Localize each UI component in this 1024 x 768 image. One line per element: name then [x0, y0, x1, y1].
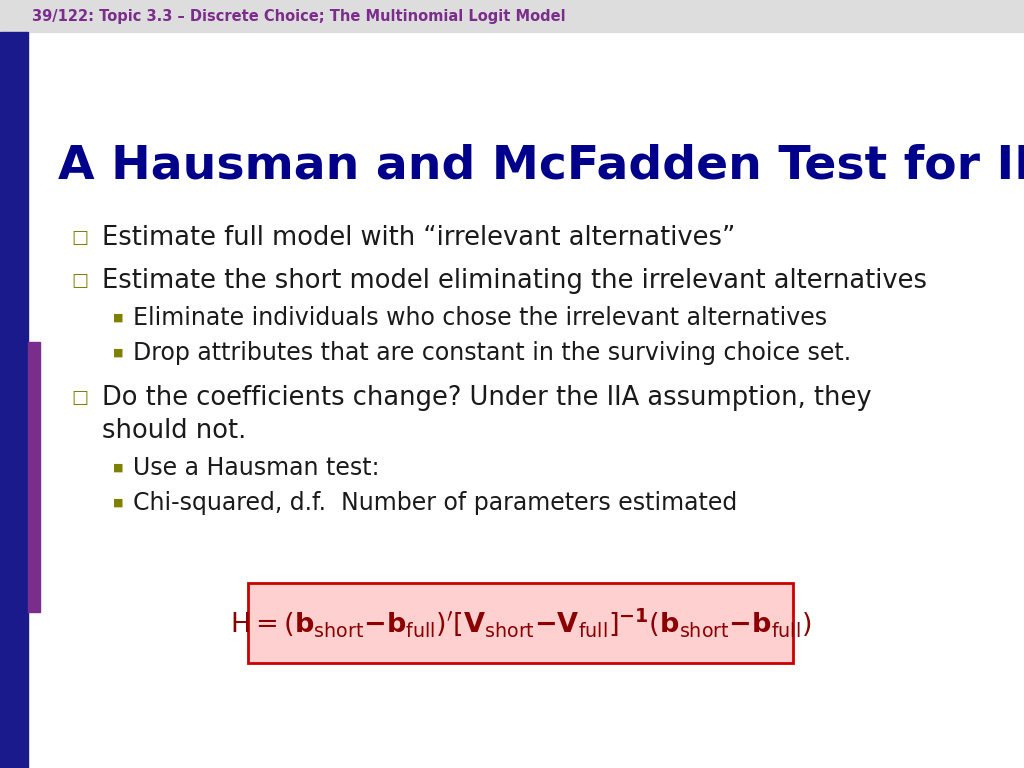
FancyBboxPatch shape: [248, 583, 793, 663]
Text: ■: ■: [113, 313, 123, 323]
Text: ■: ■: [113, 463, 123, 473]
Text: Estimate full model with “irrelevant alternatives”: Estimate full model with “irrelevant alt…: [102, 225, 735, 251]
Text: □: □: [72, 229, 88, 247]
Text: □: □: [72, 389, 88, 407]
Text: $\mathsf{H} = (\mathbf{b}_{\mathsf{short}} \mathbf{-} \mathbf{b}_{\mathsf{full}}: $\mathsf{H} = (\mathbf{b}_{\mathsf{short…: [229, 607, 811, 639]
Text: 39/122: Topic 3.3 – Discrete Choice; The Multinomial Logit Model: 39/122: Topic 3.3 – Discrete Choice; The…: [32, 8, 565, 24]
Text: A Hausman and McFadden Test for IIA: A Hausman and McFadden Test for IIA: [58, 144, 1024, 188]
Text: Eliminate individuals who chose the irrelevant alternatives: Eliminate individuals who chose the irre…: [133, 306, 827, 330]
Text: Estimate the short model eliminating the irrelevant alternatives: Estimate the short model eliminating the…: [102, 268, 927, 294]
Bar: [0, 32, 28, 768]
Bar: [0, 0, 1024, 32]
Bar: [28, 342, 40, 612]
Text: should not.: should not.: [102, 418, 246, 444]
Text: Chi-squared, d.f.  Number of parameters estimated: Chi-squared, d.f. Number of parameters e…: [133, 491, 737, 515]
Text: Drop attributes that are constant in the surviving choice set.: Drop attributes that are constant in the…: [133, 341, 851, 365]
Text: □: □: [72, 272, 88, 290]
Text: Do the coefficients change? Under the IIA assumption, they: Do the coefficients change? Under the II…: [102, 385, 871, 411]
Text: Use a Hausman test:: Use a Hausman test:: [133, 456, 380, 480]
Text: ■: ■: [113, 498, 123, 508]
Text: ■: ■: [113, 348, 123, 358]
